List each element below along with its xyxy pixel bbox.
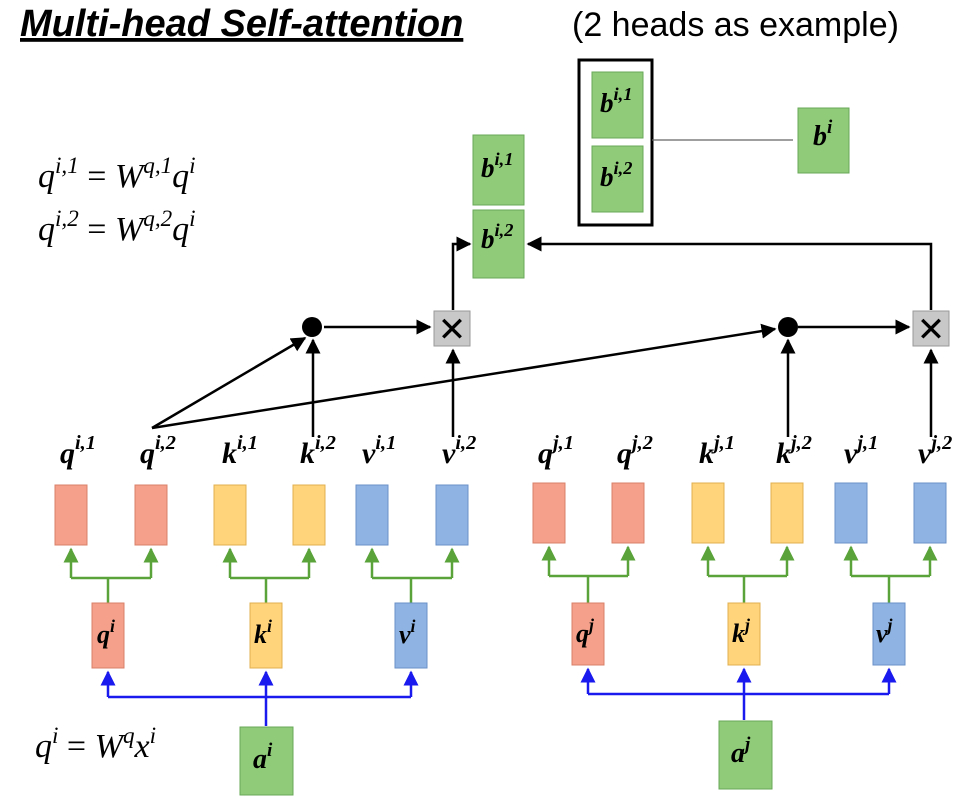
vector-q-j bbox=[571, 602, 605, 666]
label-v-i1: vi,1 bbox=[362, 432, 396, 470]
input-a-j bbox=[718, 720, 773, 790]
b-i2-box bbox=[472, 209, 525, 279]
attention-arrows bbox=[151, 236, 939, 437]
vector-q-j1 bbox=[532, 482, 566, 544]
label-v-i2: vi,2 bbox=[442, 432, 476, 470]
concat-box bbox=[577, 58, 654, 227]
dot-product-operator-1 bbox=[302, 317, 322, 337]
concat-b-i2-box bbox=[591, 145, 644, 213]
multiply-symbol-1: ✕ bbox=[438, 310, 467, 350]
dot-product-operator-2 bbox=[778, 317, 798, 337]
head-labels-j: qj,1 qj,2 kj,1 kj,2 vj,1 vj,2 bbox=[538, 432, 952, 470]
concat-b-i1-label: bi,1 bbox=[600, 84, 632, 118]
label-k-j2: kj,2 bbox=[776, 432, 812, 470]
vector-q-i2 bbox=[134, 484, 168, 546]
label-q-i1: qi,1 bbox=[60, 432, 96, 470]
vector-v-i1 bbox=[355, 484, 389, 546]
arrow-mul1-to-b bbox=[451, 236, 472, 310]
vector-q-j2 bbox=[611, 482, 645, 544]
head-vectors-i bbox=[54, 484, 469, 546]
label-v-j2: vj,2 bbox=[918, 432, 952, 470]
vector-v-j bbox=[872, 602, 906, 666]
b-i-box bbox=[797, 107, 850, 174]
vector-v-j1 bbox=[834, 482, 868, 544]
formula-head1: qi,1 = Wq,1qi bbox=[38, 153, 196, 195]
label-v-j1: vj,1 bbox=[844, 432, 878, 470]
concat-b-i1-box bbox=[591, 71, 644, 139]
vector-q-i bbox=[91, 602, 125, 669]
label-a-j: aj bbox=[731, 734, 751, 769]
label-q-j: qj bbox=[576, 615, 594, 648]
b-i1-box bbox=[472, 134, 525, 206]
vector-v-j2 bbox=[913, 482, 947, 544]
label-q-i2: qi,2 bbox=[140, 432, 176, 470]
label-q-j1: qj,1 bbox=[538, 432, 574, 470]
arrow-mul2-to-b bbox=[526, 236, 933, 310]
arrow-q-to-dot1 bbox=[151, 336, 307, 430]
label-a-i: ai bbox=[253, 740, 273, 775]
label-k-i1: ki,1 bbox=[222, 432, 258, 470]
vector-k-j2 bbox=[770, 482, 804, 544]
subtitle: (2 heads as example) bbox=[572, 6, 899, 44]
formula-query: qi = Wqxi bbox=[35, 723, 156, 765]
vector-k-i bbox=[249, 602, 283, 669]
vector-k-j1 bbox=[691, 482, 725, 544]
split-arrows bbox=[63, 545, 938, 603]
vector-v-i2 bbox=[435, 484, 469, 546]
multiply-operator-1 bbox=[433, 310, 471, 347]
projection-arrows bbox=[100, 667, 897, 726]
vector-v-i bbox=[394, 602, 428, 669]
head-labels-i: qi,1 qi,2 ki,1 ki,2 vi,1 vi,2 bbox=[60, 432, 476, 470]
input-a-i bbox=[239, 726, 294, 796]
label-q-j2: qj,2 bbox=[617, 432, 653, 470]
multiply-operator-2 bbox=[912, 310, 950, 347]
vector-k-i2 bbox=[292, 484, 326, 546]
vector-k-j bbox=[727, 602, 761, 666]
formula-head2: qi,2 = Wq,2qi bbox=[38, 206, 196, 248]
head-vectors-j bbox=[532, 482, 947, 544]
label-k-i: ki bbox=[254, 616, 272, 649]
arrow-q-to-dot2 bbox=[151, 323, 777, 430]
label-v-j: vj bbox=[876, 615, 893, 648]
b-i2-label: bi,2 bbox=[481, 220, 513, 254]
title: Multi-head Self-attention bbox=[20, 3, 463, 45]
label-k-i2: ki,2 bbox=[300, 432, 336, 470]
vector-q-i1 bbox=[54, 484, 88, 546]
multiply-symbol-2: ✕ bbox=[917, 310, 946, 350]
label-k-j1: kj,1 bbox=[699, 432, 735, 470]
b-i1-label: bi,1 bbox=[481, 149, 513, 183]
label-k-j: kj bbox=[732, 615, 750, 648]
concat-b-i2-label: bi,2 bbox=[600, 158, 632, 192]
vector-k-i1 bbox=[213, 484, 247, 546]
label-q-i: qi bbox=[97, 616, 115, 649]
label-v-i: vi bbox=[399, 616, 416, 649]
b-i-label: bi bbox=[813, 117, 833, 152]
